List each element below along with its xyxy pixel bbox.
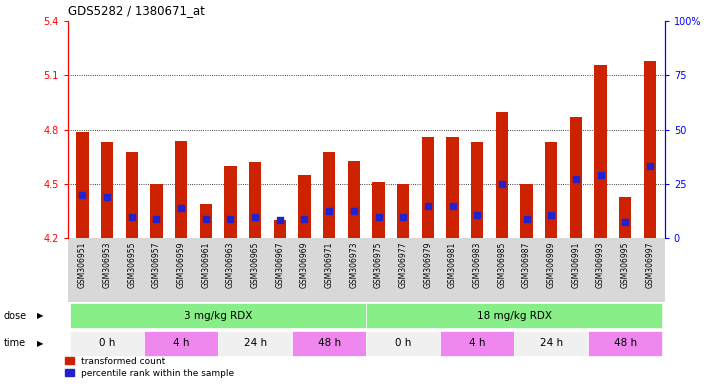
Text: GSM306975: GSM306975 xyxy=(374,242,383,288)
Point xyxy=(200,215,211,222)
FancyBboxPatch shape xyxy=(366,331,440,356)
Text: 24 h: 24 h xyxy=(244,338,267,348)
Text: 3 mg/kg RDX: 3 mg/kg RDX xyxy=(184,311,252,321)
Point xyxy=(126,214,137,220)
Point xyxy=(447,203,458,209)
Point xyxy=(77,192,88,198)
Text: GDS5282 / 1380671_at: GDS5282 / 1380671_at xyxy=(68,4,205,17)
Point xyxy=(225,215,236,222)
Text: GSM306957: GSM306957 xyxy=(152,242,161,288)
Bar xyxy=(520,184,533,238)
Text: GSM306963: GSM306963 xyxy=(226,242,235,288)
Bar xyxy=(274,220,286,238)
FancyBboxPatch shape xyxy=(514,331,588,356)
Text: GSM306971: GSM306971 xyxy=(325,242,333,288)
Text: GSM306981: GSM306981 xyxy=(448,242,457,288)
Text: GSM306985: GSM306985 xyxy=(498,242,506,288)
Text: GSM306991: GSM306991 xyxy=(572,242,580,288)
Text: dose: dose xyxy=(4,311,27,321)
FancyBboxPatch shape xyxy=(218,331,292,356)
Bar xyxy=(619,197,631,238)
Text: time: time xyxy=(4,338,26,348)
Bar xyxy=(422,137,434,238)
FancyBboxPatch shape xyxy=(588,331,663,356)
Point xyxy=(274,217,286,223)
Point xyxy=(250,214,261,220)
Bar xyxy=(299,175,311,238)
Text: GSM306953: GSM306953 xyxy=(102,242,112,288)
Point xyxy=(644,163,656,169)
Text: GSM306979: GSM306979 xyxy=(423,242,432,288)
FancyBboxPatch shape xyxy=(70,331,144,356)
Text: 4 h: 4 h xyxy=(173,338,189,348)
Text: 48 h: 48 h xyxy=(318,338,341,348)
Bar xyxy=(76,132,89,238)
Point xyxy=(151,215,162,222)
Text: GSM306951: GSM306951 xyxy=(77,242,87,288)
Bar xyxy=(471,142,483,238)
Text: GSM306983: GSM306983 xyxy=(473,242,482,288)
Point xyxy=(397,214,409,220)
Bar xyxy=(249,162,261,238)
Bar xyxy=(594,65,606,238)
Bar xyxy=(643,61,656,238)
Bar xyxy=(200,204,212,238)
FancyBboxPatch shape xyxy=(292,331,366,356)
Bar xyxy=(175,141,187,238)
Point xyxy=(545,212,557,218)
Text: 48 h: 48 h xyxy=(614,338,637,348)
Bar xyxy=(348,161,360,238)
Bar xyxy=(126,152,138,238)
Bar xyxy=(545,142,557,238)
Point xyxy=(324,208,335,214)
Point xyxy=(471,212,483,218)
Point xyxy=(521,215,533,222)
Text: 24 h: 24 h xyxy=(540,338,563,348)
Text: 4 h: 4 h xyxy=(469,338,486,348)
Text: GSM306967: GSM306967 xyxy=(275,242,284,288)
Point xyxy=(373,214,384,220)
Text: GSM306989: GSM306989 xyxy=(547,242,556,288)
Bar xyxy=(224,166,237,238)
Text: GSM306995: GSM306995 xyxy=(621,242,630,288)
Point xyxy=(102,194,113,200)
Text: GSM306993: GSM306993 xyxy=(596,242,605,288)
FancyBboxPatch shape xyxy=(366,303,663,328)
FancyBboxPatch shape xyxy=(440,331,514,356)
Point xyxy=(299,215,310,222)
Text: GSM306977: GSM306977 xyxy=(399,242,407,288)
Bar xyxy=(323,152,336,238)
Text: ▶: ▶ xyxy=(37,339,43,348)
Text: GSM306987: GSM306987 xyxy=(522,242,531,288)
Text: GSM306973: GSM306973 xyxy=(349,242,358,288)
Text: 0 h: 0 h xyxy=(99,338,115,348)
Text: 18 mg/kg RDX: 18 mg/kg RDX xyxy=(477,311,552,321)
Text: GSM306997: GSM306997 xyxy=(646,242,655,288)
Point xyxy=(595,172,606,178)
Text: GSM306969: GSM306969 xyxy=(300,242,309,288)
Legend: transformed count, percentile rank within the sample: transformed count, percentile rank withi… xyxy=(65,357,235,377)
Point xyxy=(496,181,508,187)
Bar xyxy=(150,184,163,238)
Text: 0 h: 0 h xyxy=(395,338,412,348)
Point xyxy=(619,219,631,225)
Text: ▶: ▶ xyxy=(37,311,43,320)
FancyBboxPatch shape xyxy=(70,303,366,328)
Point xyxy=(176,205,187,211)
Bar xyxy=(570,117,582,238)
Text: GSM306965: GSM306965 xyxy=(250,242,260,288)
Bar xyxy=(447,137,459,238)
Text: GSM306959: GSM306959 xyxy=(176,242,186,288)
Text: GSM306955: GSM306955 xyxy=(127,242,137,288)
Bar xyxy=(101,142,113,238)
Point xyxy=(348,208,360,214)
Bar xyxy=(397,184,410,238)
Bar xyxy=(373,182,385,238)
Text: GSM306961: GSM306961 xyxy=(201,242,210,288)
Bar xyxy=(496,112,508,238)
FancyBboxPatch shape xyxy=(144,331,218,356)
Point xyxy=(570,175,582,182)
Point xyxy=(422,203,434,209)
